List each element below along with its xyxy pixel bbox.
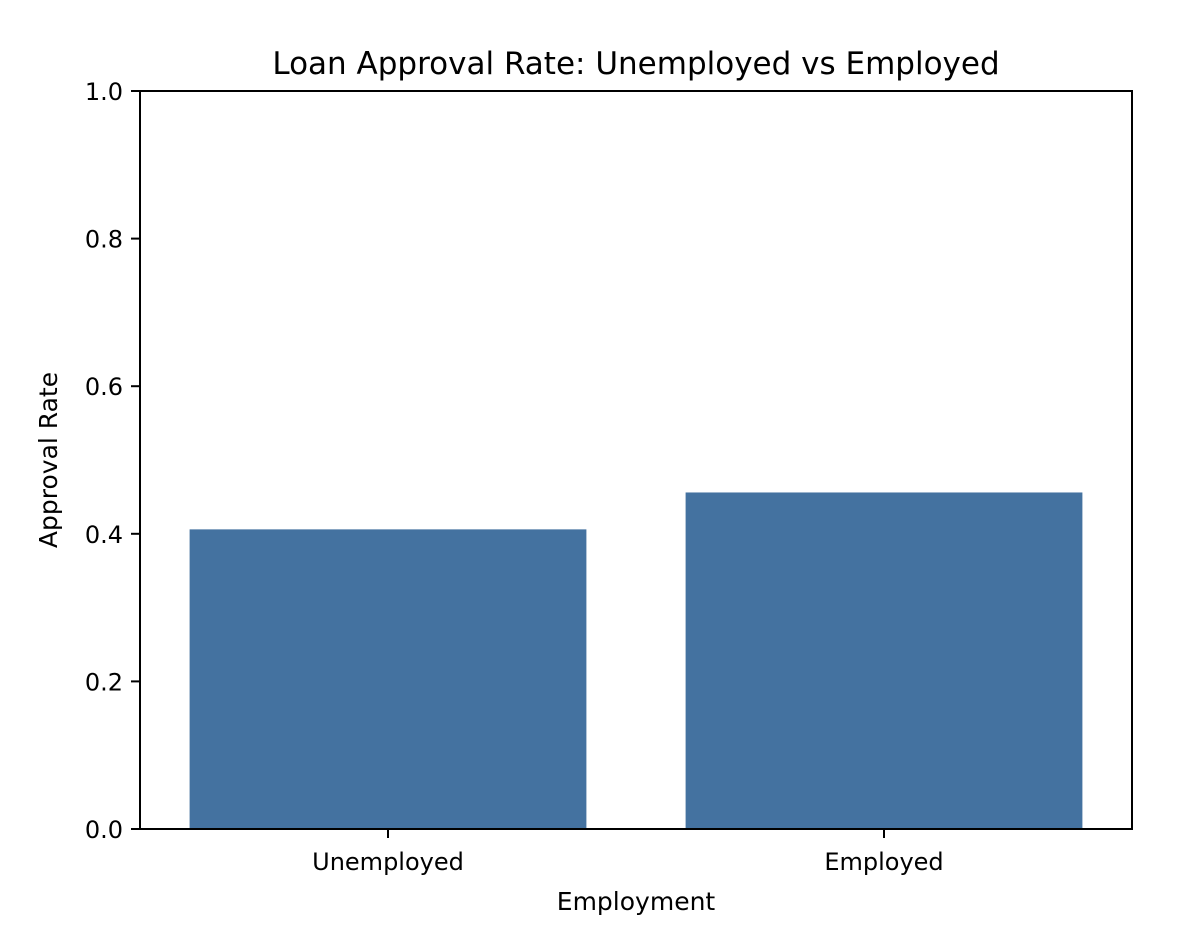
x-axis-ticks: Unemployed Employed xyxy=(312,829,944,876)
y-tick-label: 0.0 xyxy=(85,816,123,844)
chart-title: Loan Approval Rate: Unemployed vs Employ… xyxy=(272,46,999,82)
x-axis-label: Employment xyxy=(557,887,716,916)
bar-unemployed xyxy=(189,529,587,829)
y-tick-label: 1.0 xyxy=(85,78,123,106)
x-tick-label: Unemployed xyxy=(312,848,464,876)
x-tick-label: Employed xyxy=(824,848,943,876)
bar-employed xyxy=(685,492,1083,829)
y-tick-label: 0.4 xyxy=(85,521,123,549)
y-axis-label: Approval Rate xyxy=(34,372,63,548)
plot-frame xyxy=(139,90,1133,830)
y-tick-label: 0.6 xyxy=(85,373,123,401)
y-tick-label: 0.2 xyxy=(85,668,123,696)
bars-group xyxy=(189,492,1083,829)
y-tick-label: 0.8 xyxy=(85,226,123,254)
y-axis-ticks: 0.0 0.2 0.4 0.6 0.8 1.0 xyxy=(85,78,140,844)
